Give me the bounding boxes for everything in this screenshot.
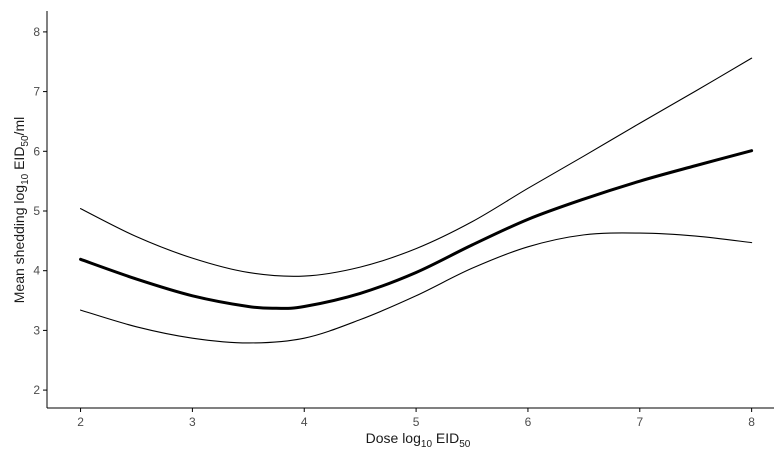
upper-bound-line: [80, 57, 753, 277]
x-tick-label: 2: [77, 415, 84, 429]
y-ticks: 2 3 4 5 6 7 8: [33, 25, 47, 397]
x-ticks: 2 3 4 5 6 7 8: [77, 408, 755, 429]
estimate-line: [79, 149, 754, 310]
plot-area: [79, 57, 754, 344]
axes: 2 3 4 5 6 7 8 2 3 4 5 6 7 8: [33, 11, 774, 429]
lower-bound-line: [80, 232, 753, 344]
y-axis-title: Mean shedding log10 EID50/ml: [11, 117, 31, 303]
x-tick-label: 4: [301, 415, 308, 429]
x-tick-label: 8: [748, 415, 755, 429]
x-tick-label: 6: [525, 415, 532, 429]
x-axis-title: Dose log10 EID50: [366, 430, 471, 450]
y-tick-label: 3: [33, 323, 40, 337]
y-tick-label: 5: [33, 204, 40, 218]
x-tick-label: 3: [189, 415, 196, 429]
x-tick-label: 7: [636, 415, 643, 429]
y-tick-label: 8: [33, 25, 40, 39]
y-tick-label: 4: [33, 264, 40, 278]
y-tick-label: 2: [33, 383, 40, 397]
y-tick-label: 6: [33, 144, 40, 158]
x-tick-label: 5: [413, 415, 420, 429]
y-tick-label: 7: [33, 85, 40, 99]
